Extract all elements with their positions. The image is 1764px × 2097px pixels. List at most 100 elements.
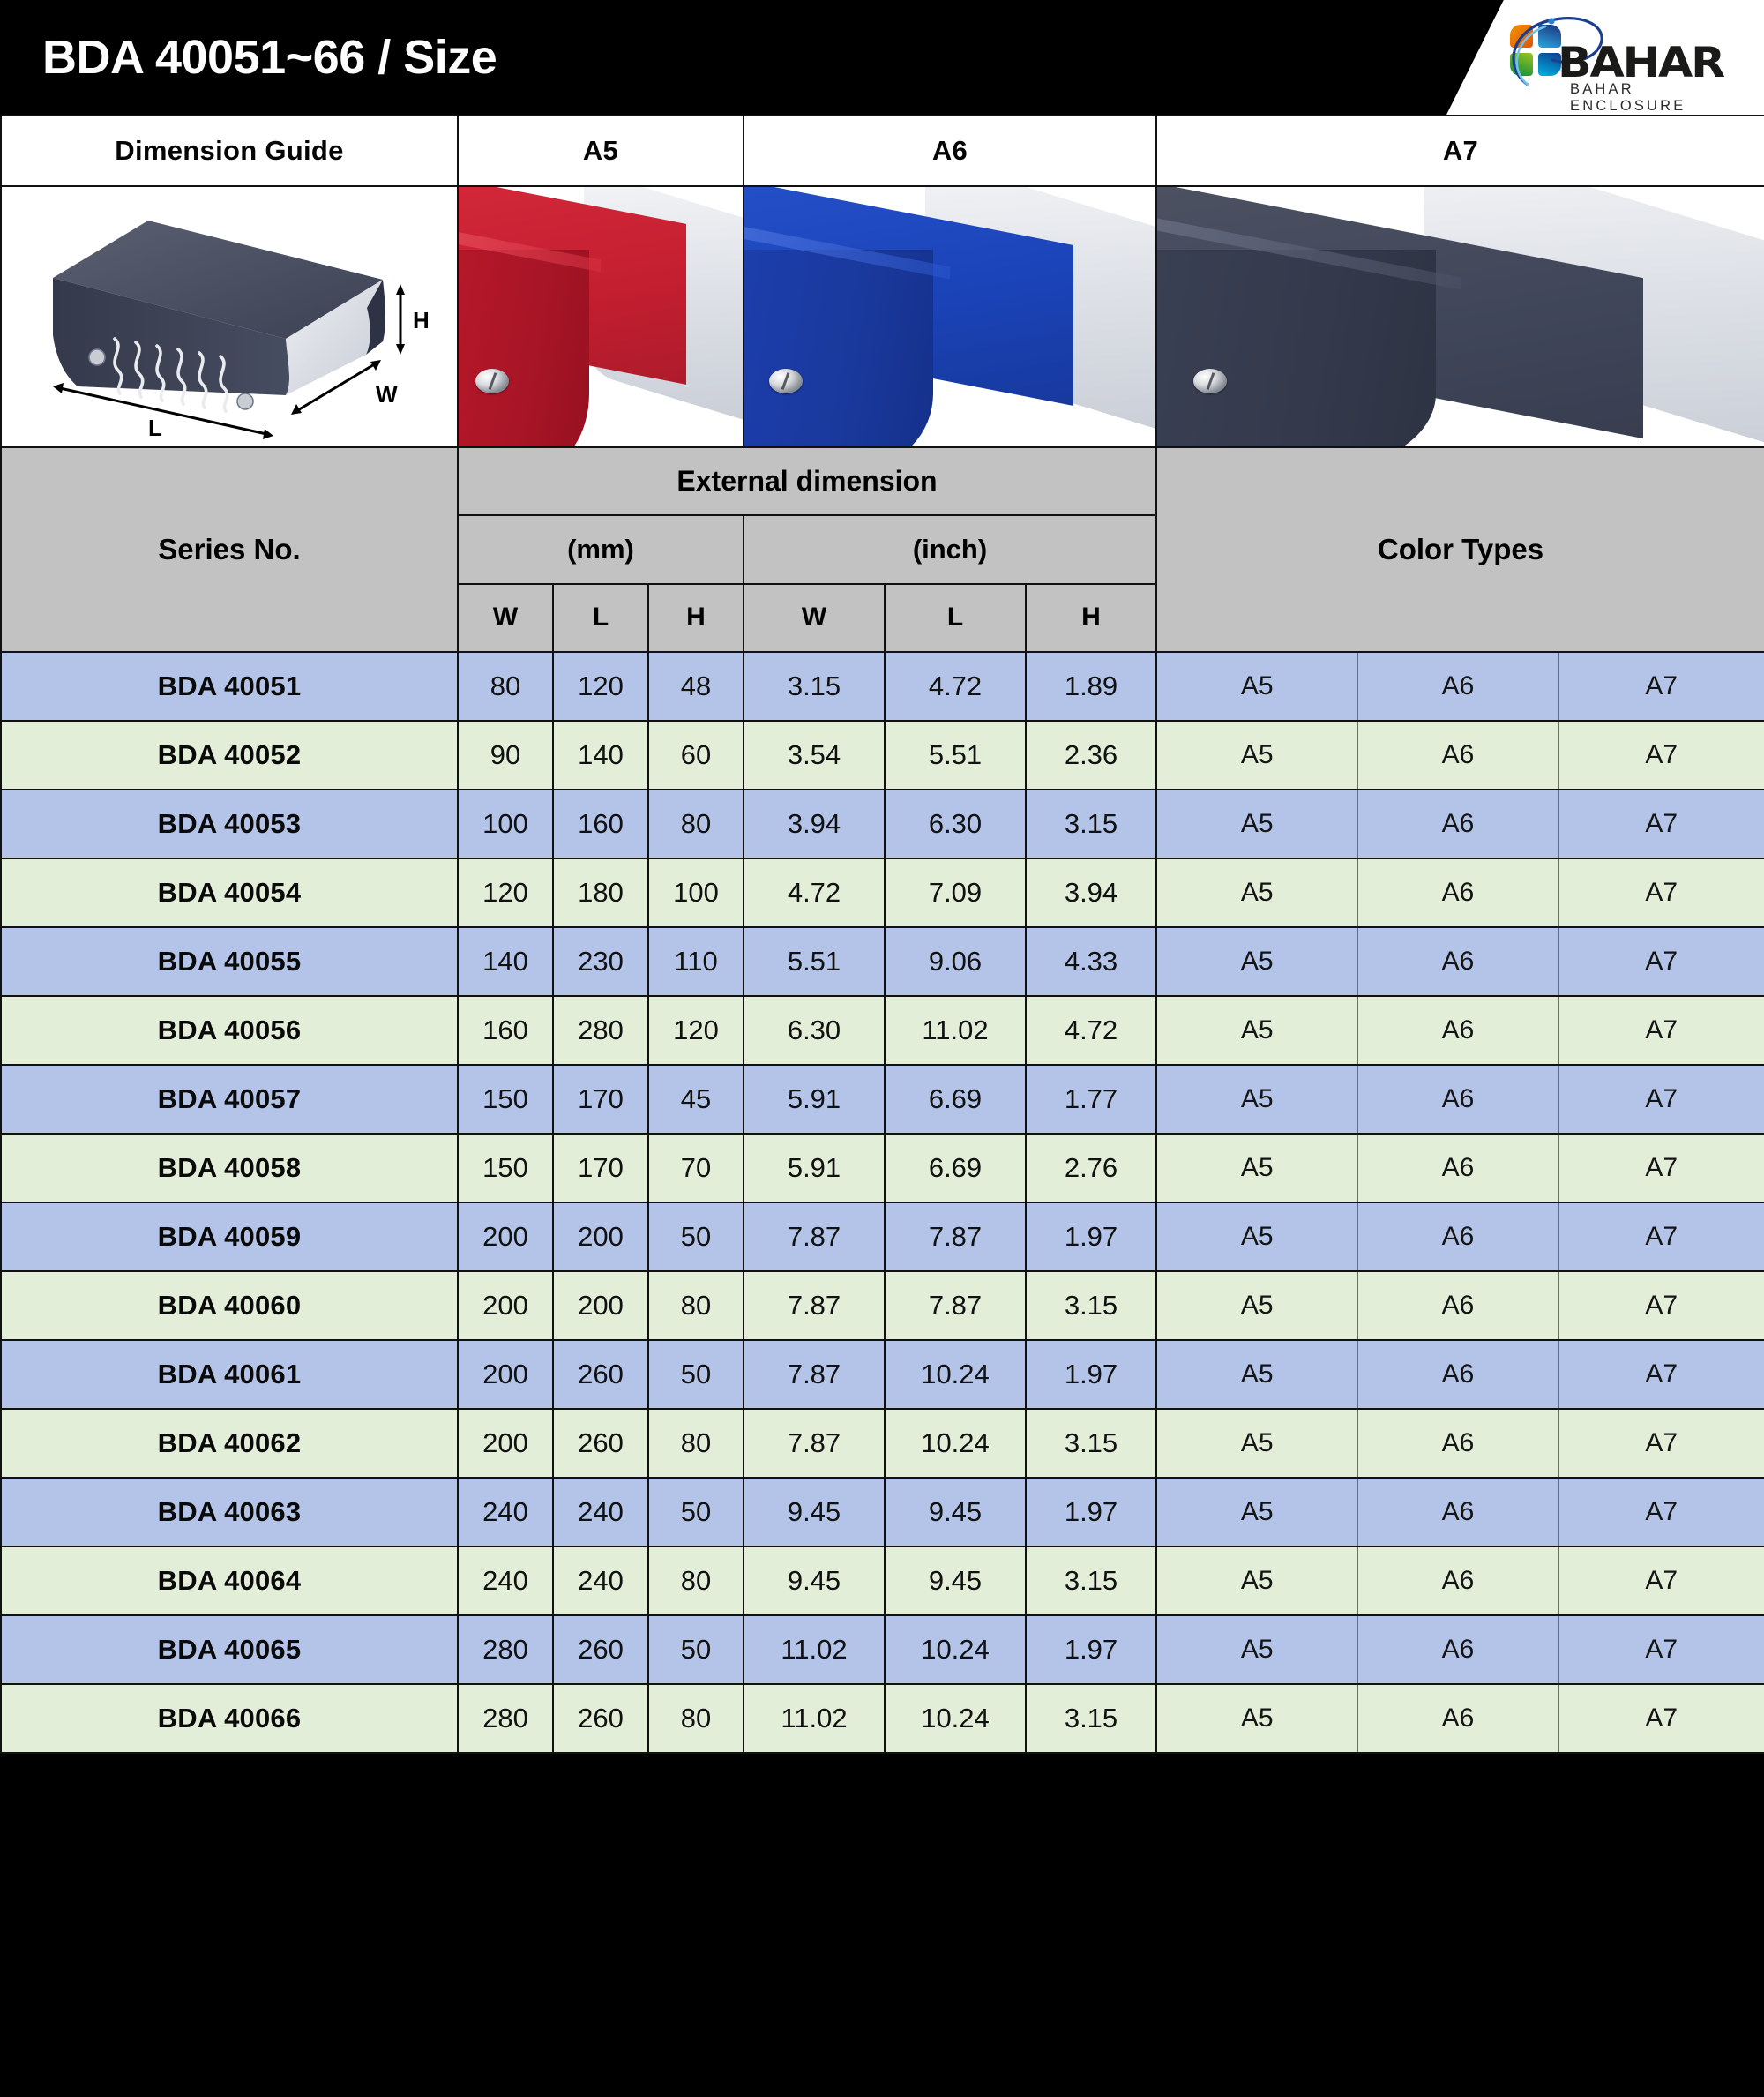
cell-inch-h: 1.97 [1025, 1339, 1157, 1410]
cell-color-a7: A7 [1558, 1477, 1764, 1547]
table-row: BDA 40053 100 160 80 3.94 6.30 3.15 A5 A6 A7 [0, 789, 1764, 859]
cell-color-a7: A7 [1558, 651, 1764, 722]
cell-inch-w: 11.02 [743, 1683, 886, 1754]
cell-color-a7: A7 [1558, 858, 1764, 928]
cell-color-a5: A5 [1155, 858, 1358, 928]
table-row: BDA 40056 160 280 120 6.30 11.02 4.72 A5 A6 A7 [0, 995, 1764, 1066]
cell-mm-w: 120 [457, 858, 554, 928]
cell-inch-h: 1.77 [1025, 1064, 1157, 1135]
cell-mm-w: 280 [457, 1614, 554, 1685]
cell-series-no: BDA 40059 [0, 1202, 459, 1272]
cell-color-a6: A6 [1357, 926, 1559, 997]
table-header-row-2: (mm) (inch) [1, 514, 1764, 585]
table-row: BDA 40065 280 260 50 11.02 10.24 1.97 A5 A6 A7 [0, 1614, 1764, 1685]
cell-series-no: BDA 40065 [0, 1614, 459, 1685]
cell-series-no: BDA 40062 [0, 1408, 459, 1479]
cell-mm-l: 200 [552, 1270, 649, 1341]
cell-inch-l: 10.24 [884, 1683, 1027, 1754]
cell-inch-l: 9.45 [884, 1546, 1027, 1616]
header-mm-w: W [457, 582, 554, 654]
cell-inch-l: 4.72 [884, 651, 1027, 722]
cell-mm-l: 230 [552, 926, 649, 997]
cell-color-a6: A6 [1357, 651, 1559, 722]
dimension-guide-caption: Dimension Guide [0, 115, 459, 187]
cell-color-a7: A7 [1558, 1064, 1764, 1135]
cell-mm-h: 70 [647, 1133, 744, 1203]
table-row: BDA 40054 120 180 100 4.72 7.09 3.94 A5 A6 A7 [0, 858, 1764, 928]
header-mm-l: L [552, 582, 649, 654]
table-row: BDA 40066 280 260 80 11.02 10.24 3.15 A5 A6 A7 [0, 1683, 1764, 1754]
cell-color-a7: A7 [1558, 789, 1764, 859]
cell-inch-l: 6.69 [884, 1133, 1027, 1203]
preview-image-row: H W L [0, 185, 1764, 448]
logo-wordmark: BAHAR [1558, 39, 1725, 87]
cell-color-a6: A6 [1357, 858, 1559, 928]
cell-color-a7: A7 [1558, 1614, 1764, 1685]
cell-inch-l: 6.30 [884, 789, 1027, 859]
cell-mm-w: 240 [457, 1477, 554, 1547]
cell-color-a7: A7 [1558, 1202, 1764, 1272]
logo-tagline: BAHAR ENCLOSURE [1570, 81, 1686, 114]
cell-mm-l: 240 [552, 1477, 649, 1547]
cell-color-a6: A6 [1357, 1477, 1559, 1547]
cell-color-a6: A6 [1357, 789, 1559, 859]
cell-inch-l: 7.87 [884, 1270, 1027, 1341]
table-header-row-1: Series No. External dimension Color Type… [0, 446, 1764, 653]
cell-color-a7: A7 [1558, 1133, 1764, 1203]
cell-mm-h: 50 [647, 1339, 744, 1410]
screw-icon [475, 368, 510, 393]
cell-color-a5: A5 [1155, 1133, 1358, 1203]
cell-color-a5: A5 [1155, 1270, 1358, 1341]
cell-mm-w: 80 [457, 651, 554, 722]
cell-inch-l: 10.24 [884, 1614, 1027, 1685]
cell-inch-w: 5.51 [743, 926, 886, 997]
cell-color-a7: A7 [1558, 995, 1764, 1066]
header-unit-inch: (inch) [743, 514, 1157, 585]
cell-inch-w: 5.91 [743, 1064, 886, 1135]
cell-inch-w: 11.02 [743, 1614, 886, 1685]
cell-inch-h: 3.15 [1025, 1683, 1157, 1754]
cell-mm-w: 280 [457, 1683, 554, 1754]
header-external-dimension: External dimension [457, 446, 1157, 517]
cell-inch-w: 3.54 [743, 720, 886, 790]
enclosure-isometric-drawing: H W L [53, 221, 430, 441]
cell-inch-h: 3.15 [1025, 1546, 1157, 1616]
length-label: L [148, 415, 162, 441]
cell-mm-w: 140 [457, 926, 554, 997]
cell-inch-l: 7.09 [884, 858, 1027, 928]
cell-color-a6: A6 [1357, 1614, 1559, 1685]
screw-icon [1193, 368, 1228, 393]
header-mm-h: H [647, 582, 744, 654]
cell-inch-l: 9.06 [884, 926, 1027, 997]
cell-inch-l: 6.69 [884, 1064, 1027, 1135]
cell-series-no: BDA 40055 [0, 926, 459, 997]
preview-caption-a7: A7 [1155, 115, 1764, 187]
cell-mm-w: 200 [457, 1408, 554, 1479]
cell-series-no: BDA 40066 [0, 1683, 459, 1754]
photo-cell-a5 [457, 185, 744, 448]
header-inch-h: H [1025, 582, 1157, 654]
cell-color-a6: A6 [1357, 1683, 1559, 1754]
cell-inch-l: 9.45 [884, 1477, 1027, 1547]
table-header-row-3: W L H W L H [1, 582, 1764, 654]
cell-mm-w: 200 [457, 1339, 554, 1410]
logo-quadrant-icon [1510, 25, 1561, 76]
cell-inch-h: 3.15 [1025, 789, 1157, 859]
cell-series-no: BDA 40058 [0, 1133, 459, 1203]
cell-series-no: BDA 40063 [0, 1477, 459, 1547]
cell-inch-h: 1.89 [1025, 651, 1157, 722]
header-inch-l: L [884, 582, 1027, 654]
brand-logo: BAHAR BAHAR ENCLOSURE [1508, 14, 1746, 114]
cell-color-a6: A6 [1357, 720, 1559, 790]
cell-mm-l: 240 [552, 1546, 649, 1616]
cell-mm-h: 100 [647, 858, 744, 928]
brand-logo-panel: BAHAR BAHAR ENCLOSURE [1446, 0, 1764, 115]
cell-mm-l: 170 [552, 1064, 649, 1135]
cell-inch-h: 2.36 [1025, 720, 1157, 790]
cell-inch-w: 7.87 [743, 1408, 886, 1479]
table-row: BDA 40058 150 170 70 5.91 6.69 2.76 A5 A6 A7 [0, 1133, 1764, 1203]
cell-color-a6: A6 [1357, 1202, 1559, 1272]
cell-mm-w: 240 [457, 1546, 554, 1616]
cell-inch-h: 3.94 [1025, 858, 1157, 928]
cell-inch-h: 1.97 [1025, 1614, 1157, 1685]
